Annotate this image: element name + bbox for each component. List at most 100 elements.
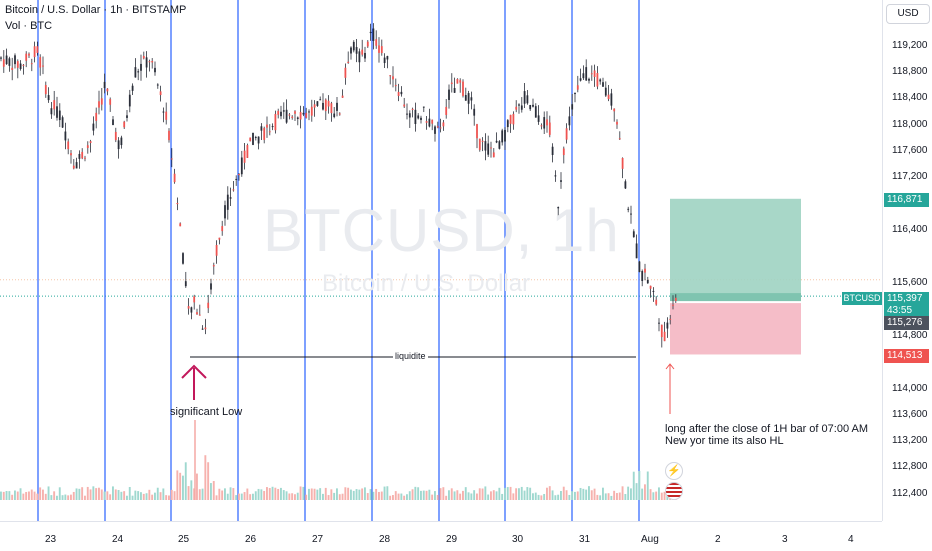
- candle-body: [182, 253, 184, 264]
- volume-bar: [182, 475, 184, 500]
- volume-bar: [165, 495, 168, 500]
- candle-body: [375, 39, 378, 46]
- volume-bar: [106, 491, 109, 500]
- volume-legend[interactable]: Vol · BTC: [5, 20, 53, 32]
- candle-body: [109, 99, 112, 105]
- volume-bar: [352, 490, 355, 500]
- volume-bar: [347, 487, 350, 500]
- candle-body: [641, 271, 644, 281]
- candle-body: [624, 181, 627, 189]
- candle-body: [532, 104, 534, 107]
- currency-button[interactable]: USD: [886, 4, 930, 24]
- volume-bar: [333, 492, 336, 500]
- time-tick: 25: [178, 534, 190, 545]
- candle-body: [434, 126, 436, 134]
- candle-body: [593, 70, 596, 78]
- volume-bar: [358, 489, 361, 500]
- candle-body: [285, 109, 288, 123]
- time-tick: 29: [446, 534, 458, 545]
- symbol-price-tag: BTCUSD: [842, 292, 882, 305]
- candle-body: [663, 331, 666, 342]
- candle-body: [518, 104, 520, 106]
- volume-bar: [72, 491, 75, 500]
- candle-body: [140, 63, 142, 71]
- candle-body: [554, 175, 557, 177]
- candle-body: [123, 121, 126, 128]
- volume-bar: [168, 495, 170, 500]
- volume-bar: [540, 495, 543, 500]
- volume-bar: [330, 489, 333, 500]
- candle-body: [324, 99, 327, 112]
- candle-body: [618, 138, 621, 140]
- volume-bar: [624, 493, 627, 500]
- volume-bar: [61, 495, 64, 500]
- candle-body: [506, 120, 509, 128]
- volume-bar: [70, 494, 72, 500]
- arrow-head: [181, 364, 207, 379]
- candle-body: [492, 152, 495, 158]
- candle-body: [453, 88, 456, 93]
- entry-price-tag: 115,276: [884, 316, 929, 330]
- volume-bar: [518, 488, 520, 500]
- time-axis[interactable]: 23 24 25 26 27 28 29 30 31 Aug 2 3 4: [0, 521, 882, 551]
- candle-body: [193, 296, 196, 303]
- volume-bar: [372, 491, 375, 500]
- volume-bar: [33, 491, 36, 500]
- candle-body: [574, 92, 576, 95]
- candle-body: [50, 108, 53, 115]
- volume-bar: [526, 487, 529, 500]
- price-tick: 118,800: [892, 66, 928, 77]
- trade-note-line-2: New yor time its also HL: [665, 435, 784, 447]
- us-flag-icon[interactable]: [665, 482, 683, 500]
- candle-body: [658, 322, 660, 324]
- candle-body: [224, 205, 226, 219]
- price-axis[interactable]: 119,200 118,800 118,400 118,000 117,600 …: [882, 0, 932, 521]
- volume-bar: [574, 491, 576, 500]
- candle-body: [316, 101, 319, 106]
- candle-body: [411, 108, 414, 110]
- volume-bar: [47, 486, 50, 500]
- price-tick: 112,800: [892, 461, 928, 472]
- candle-body: [347, 61, 350, 63]
- volume-bar: [498, 487, 501, 500]
- volume-bar: [25, 491, 28, 500]
- loss-zone: [670, 303, 801, 355]
- candle-body: [613, 108, 616, 112]
- volume-bar: [596, 494, 599, 500]
- volume-bar: [487, 494, 490, 500]
- candle-body: [490, 147, 492, 149]
- volume-bar: [350, 489, 352, 500]
- volume-bar: [196, 473, 198, 500]
- candle-body: [557, 207, 560, 209]
- candle-body: [176, 202, 179, 205]
- volume-bar: [131, 495, 134, 500]
- candle-body: [33, 46, 36, 58]
- volume-bar: [364, 487, 366, 500]
- volume-bar: [162, 488, 165, 500]
- symbol-title[interactable]: Bitcoin / U.S. Dollar · 1h · BITSTAMP: [5, 4, 187, 16]
- volume-bar: [140, 492, 142, 500]
- candle-body: [372, 28, 375, 41]
- candle-body: [89, 141, 92, 144]
- chart-canvas[interactable]: [0, 0, 882, 521]
- candle-body: [204, 327, 207, 330]
- volume-bar: [579, 487, 582, 500]
- candle-body: [560, 180, 562, 182]
- candle-body: [355, 47, 358, 54]
- volume-bar: [613, 490, 616, 500]
- candle-body: [322, 102, 324, 110]
- candle-body: [400, 91, 403, 95]
- candle-body: [14, 55, 16, 65]
- volume-bar: [560, 491, 562, 500]
- candle-body: [436, 126, 439, 128]
- lightning-icon[interactable]: ⚡: [665, 462, 683, 480]
- volume-bar: [361, 488, 364, 500]
- candle-body: [669, 318, 672, 320]
- volume-bar: [114, 489, 117, 500]
- candle-body: [403, 104, 406, 107]
- volume-bar: [198, 489, 201, 500]
- volume-bar: [607, 493, 610, 500]
- volume-bar: [148, 489, 151, 500]
- candle-body: [168, 130, 170, 141]
- candle-body: [215, 244, 218, 256]
